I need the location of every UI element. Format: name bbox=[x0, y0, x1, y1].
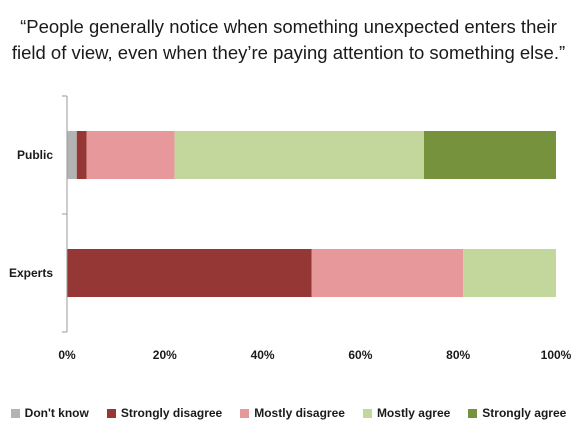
legend-label: Don't know bbox=[24, 406, 89, 420]
legend-item-don-t-know: Don't know bbox=[10, 404, 89, 422]
category-label-public: Public bbox=[17, 148, 53, 162]
legend-swatch bbox=[240, 408, 250, 418]
bar-experts-mostly-agree bbox=[463, 249, 556, 297]
legend-label: Mostly agree bbox=[376, 406, 451, 420]
category-label-experts: Experts bbox=[9, 266, 53, 280]
x-tick-label: 60% bbox=[348, 348, 372, 362]
legend-item-strongly-agree: Strongly agree bbox=[468, 404, 566, 422]
bar-public-don-t-know bbox=[67, 131, 77, 179]
chart-title-line-1: “People generally notice when something … bbox=[20, 16, 557, 37]
legend-label: Strongly agree bbox=[482, 406, 567, 420]
legend-label: Strongly disagree bbox=[120, 406, 223, 420]
x-tick-label: 20% bbox=[153, 348, 177, 362]
bar-experts-mostly-disagree bbox=[311, 249, 464, 297]
x-tick-label: 80% bbox=[446, 348, 470, 362]
legend-label: Mostly disagree bbox=[254, 406, 345, 420]
legend-swatch bbox=[362, 408, 372, 418]
x-tick-label: 0% bbox=[58, 348, 76, 362]
legend-swatch bbox=[468, 408, 478, 418]
legend-swatch bbox=[10, 408, 20, 418]
chart-legend: Don't know Strongly disagree Mostly disagr… bbox=[0, 404, 577, 422]
bar-public-mostly-disagree bbox=[86, 131, 175, 179]
bar-public-strongly-disagree bbox=[76, 131, 87, 179]
legend-swatch bbox=[106, 408, 116, 418]
bar-experts-strongly-disagree bbox=[67, 249, 312, 297]
legend-item-mostly-disagree: Mostly disagree bbox=[240, 404, 345, 422]
chart-title: “People generally notice when something … bbox=[0, 14, 577, 66]
x-tick-label: 40% bbox=[251, 348, 275, 362]
x-tick-label: 100% bbox=[541, 348, 572, 362]
bar-public-strongly-agree bbox=[423, 131, 556, 179]
bar-public-mostly-agree bbox=[174, 131, 424, 179]
legend-item-mostly-agree: Mostly agree bbox=[362, 404, 451, 422]
chart-title-line-2: field of view, even when they’re paying … bbox=[11, 42, 566, 63]
legend-item-strongly-disagree: Strongly disagree bbox=[106, 404, 223, 422]
